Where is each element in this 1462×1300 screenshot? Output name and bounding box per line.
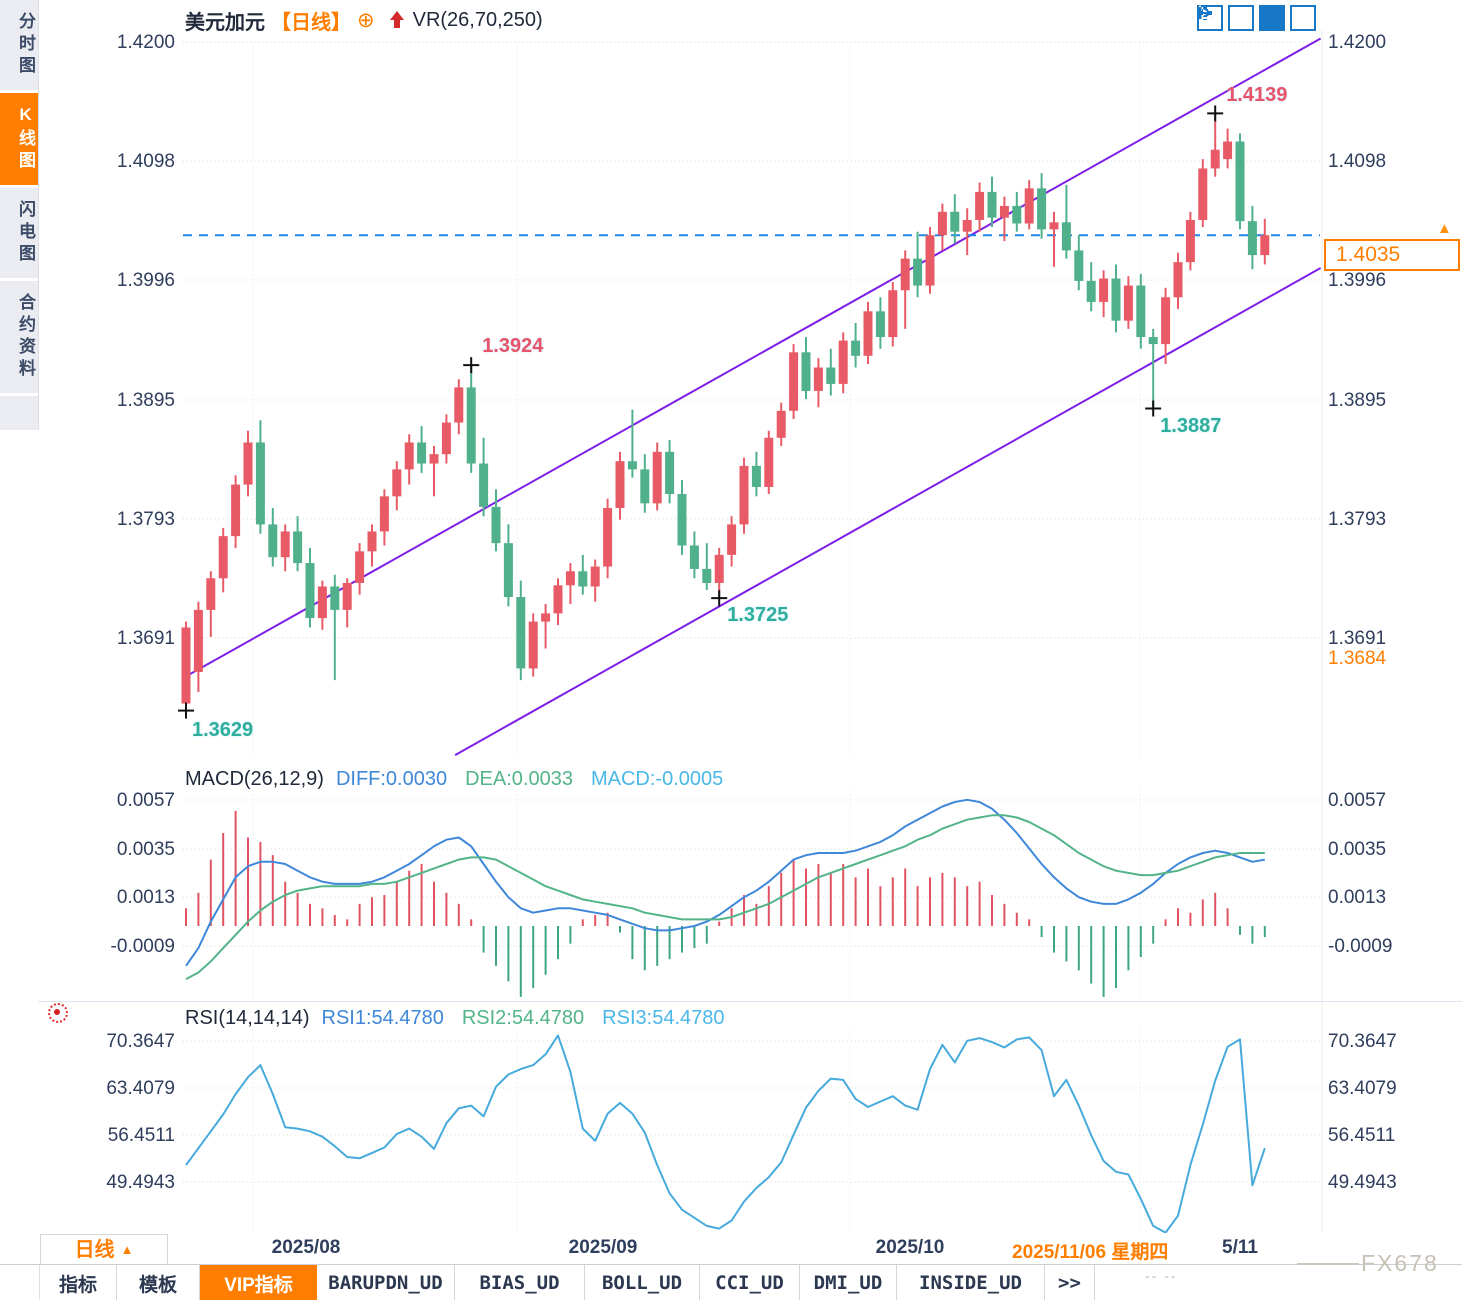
period-selector-label: 日线 (74, 1239, 115, 1261)
price-tick-label: 70.3647 (1328, 1031, 1397, 1052)
left-sidebar: 分时图 K线图 闪电图 合约资料 (0, 0, 39, 430)
price-tick-label: 0.0013 (116, 887, 175, 908)
time-axis-row: 日线 ▲ 2025/08 2025/09 2025/10 2025/11/06 星期四… (0, 1233, 1462, 1265)
indicator-tab[interactable]: BOLL_UD (585, 1265, 700, 1300)
indicator-tab[interactable]: 模板 (117, 1265, 200, 1300)
x-axis-month-label: 2025/10 (875, 1237, 945, 1258)
indicator-tab[interactable]: INSIDE_UD (897, 1265, 1045, 1300)
price-tick-label: 56.4511 (1328, 1125, 1396, 1146)
exit-right-icon[interactable] (1198, 5, 1316, 31)
crosshair-move-icon[interactable] (1197, 5, 1223, 31)
price-tick-label: 1.3793 (116, 509, 175, 530)
price-tick-label: 1.3691 (1328, 628, 1387, 649)
price-tick-label: 0.0013 (1328, 887, 1387, 908)
watermark-text: FX678 (1361, 1250, 1439, 1276)
watermark: FX678 (1297, 1250, 1439, 1277)
rsi-title: RSI(14,14,14) (185, 1006, 310, 1029)
overlay-indicator-label: VR(26,70,250) (412, 8, 543, 31)
indicator-tabbar: 指标 模板 VIP指标 BARUPDN_UD BIAS_UD BOLL_UD CCI_UD D… (0, 1264, 1462, 1300)
price-tick-label: 1.3895 (116, 390, 175, 411)
price-marker-arrow-icon: ▲ (1437, 220, 1452, 237)
chevron-up-icon: ▲ (120, 1242, 134, 1257)
period-selector[interactable]: 日线 ▲ (40, 1234, 168, 1265)
price-annotation: 1.3924 (482, 335, 544, 358)
price-annotation: 1.3629 (192, 718, 254, 741)
indicator-tab[interactable]: DMI_UD (800, 1265, 897, 1300)
macd-dea-value: DEA:0.0033 (465, 767, 573, 790)
macd-hist-value: MACD:-0.0005 (590, 767, 724, 790)
price-tick-label: 56.4511 (107, 1125, 175, 1146)
macd-panel-plot[interactable] (183, 790, 1322, 1000)
chart-header: 美元加元 【日线】 ⊕ VR(26,70,250) (185, 6, 543, 34)
clipped-month-label: 5/11 (1222, 1237, 1258, 1258)
period-tag[interactable]: 【日线】 (271, 11, 351, 34)
reference-price-label: 1.3684 (1328, 648, 1387, 669)
rsi-panel-plot[interactable] (183, 1030, 1322, 1233)
chart-toolbar (1197, 5, 1316, 31)
price-tick-label: 0.0057 (1328, 790, 1387, 811)
symbol-name: 美元加元 (185, 11, 265, 34)
macd-header: MACD(26,12,9) DIFF:0.0030 DEA:0.0033 MAC… (185, 767, 723, 791)
price-tick-label: 49.4943 (1328, 1172, 1397, 1193)
sidebar-item-flash-chart[interactable]: 闪电图 (0, 188, 38, 281)
price-tick-label: 63.4079 (106, 1078, 175, 1099)
price-tick-label: -0.0009 (1328, 936, 1393, 957)
macd-title: MACD(26,12,9) (185, 767, 324, 790)
price-tick-label: 1.4200 (116, 32, 175, 53)
price-tick-label: -0.0009 (110, 936, 175, 957)
rsi-header: RSI(14,14,14) RSI1:54.4780 RSI2:54.4780 … (185, 1006, 725, 1030)
price-tick-label: 0.0057 (116, 790, 175, 811)
rsi1-value: RSI1:54.4780 (321, 1006, 444, 1029)
axis-scale-icon[interactable] (1198, 5, 1254, 31)
sidebar-item-timeshare-chart[interactable]: 分时图 (0, 0, 38, 93)
last-price-box: 1.4035 (1324, 239, 1460, 271)
price-annotation: 1.4139 (1226, 84, 1288, 107)
alert-starburst-icon[interactable] (48, 1003, 68, 1023)
price-tick-label: 49.4943 (106, 1172, 175, 1193)
price-annotation: 1.3725 (727, 604, 789, 627)
x-axis-month-label: 2025/08 (271, 1237, 341, 1258)
rsi2-value: RSI2:54.4780 (461, 1006, 585, 1029)
macd-diff-value: DIFF:0.0030 (335, 767, 448, 790)
watermark-dash (1297, 1262, 1359, 1265)
rsi3-value: RSI3:54.4780 (602, 1006, 725, 1029)
x-axis-month-label: 2025/09 (568, 1237, 638, 1258)
faint-dashes: -- -- (1145, 1268, 1178, 1284)
sidebar-item-candle-chart[interactable]: K线图 (0, 93, 38, 188)
price-tick-label: 1.3691 (116, 628, 175, 649)
price-tick-label: 63.4079 (1328, 1078, 1397, 1099)
price-tick-label: 70.3647 (106, 1031, 175, 1052)
main-chart-plot[interactable] (183, 30, 1322, 758)
price-annotation: 1.3887 (1160, 415, 1222, 438)
indicator-tab[interactable]: VIP指标 (200, 1265, 317, 1300)
price-tick-label: 1.4200 (1328, 32, 1387, 53)
price-tick-label: 1.3996 (1328, 270, 1387, 291)
tabbar-spacer (0, 1265, 40, 1300)
indicator-tab[interactable]: 指标 (40, 1265, 117, 1300)
add-overlay-icon[interactable]: ⊕ (357, 8, 375, 32)
highlighted-date-label: 2025/11/06 星期四 (1012, 1242, 1169, 1263)
price-tick-label: 1.3996 (116, 270, 175, 291)
price-tick-label: 0.0035 (116, 839, 175, 860)
axis-play-icon[interactable] (1198, 5, 1285, 31)
sidebar-item-contract-info[interactable]: 合约资料 (0, 281, 38, 396)
price-tick-label: 1.4098 (1328, 151, 1387, 172)
indicator-tab[interactable]: BARUPDN_UD (317, 1265, 455, 1300)
panel-divider (38, 1001, 1462, 1002)
indicator-tab[interactable]: CCI_UD (700, 1265, 800, 1300)
indicator-tab[interactable]: BIAS_UD (455, 1265, 585, 1300)
indicator-tab[interactable]: >> (1045, 1265, 1095, 1300)
price-tick-label: 1.3793 (1328, 509, 1387, 530)
price-tick-label: 0.0035 (1328, 839, 1387, 860)
up-arrow-icon (389, 10, 405, 30)
price-tick-label: 1.3895 (1328, 390, 1387, 411)
price-tick-label: 1.4098 (116, 151, 175, 172)
